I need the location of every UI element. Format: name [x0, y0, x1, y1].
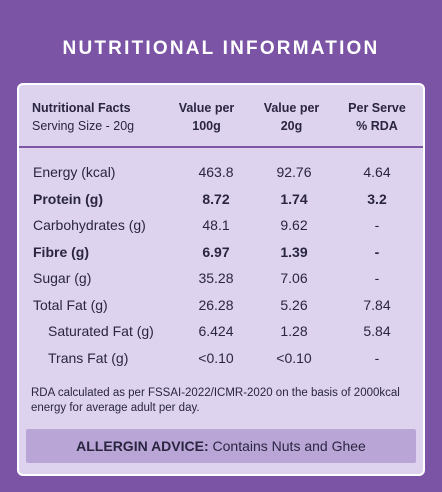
value-per-100g: 8.72	[202, 190, 230, 207]
table-row: Carbohydrates (g) 48.1 9.62 -	[19, 217, 423, 244]
header-value-per-100g: Value per 100g	[169, 99, 244, 135]
nutrient-name: Sugar (g)	[33, 270, 92, 286]
nutrition-table-card: Nutritional Facts Serving Size - 20g Val…	[17, 83, 425, 476]
header-nutritional-facts: Nutritional Facts Serving Size - 20g	[32, 99, 134, 135]
table-row: Fibre (g) 6.97 1.39 -	[19, 244, 423, 271]
rda-percent: -	[374, 217, 380, 233]
allergen-advice: ALLERGIN ADVICE: Contains Nuts and Ghee	[26, 429, 416, 463]
header-col2-line1: Value per	[178, 101, 235, 115]
rda-percent: 3.2	[367, 190, 387, 207]
header-col4-line1: Per Serve	[348, 101, 406, 115]
header-col1-line2: Serving Size - 20g	[32, 119, 135, 133]
value-per-100g: 6.424	[198, 323, 234, 339]
value-per-100g: 48.1	[202, 217, 230, 233]
rda-percent: 4.64	[363, 164, 391, 180]
nutrient-name: Fibre (g)	[33, 243, 89, 260]
value-per-20g: 9.62	[280, 217, 308, 233]
rda-percent: 7.84	[363, 296, 391, 313]
page-title: NUTRITIONAL INFORMATION	[62, 38, 380, 59]
nutrient-name: Saturated Fat (g)	[48, 323, 154, 339]
value-per-20g: 7.06	[280, 270, 308, 286]
table-row: Trans Fat (g) <0.10 <0.10 -	[19, 350, 423, 377]
header-col4-line2: % RDA	[356, 119, 398, 133]
nutrient-name: Total Fat (g)	[33, 296, 108, 313]
header-col3-line1: Value per	[263, 101, 320, 115]
table-row: Sugar (g) 35.28 7.06 -	[19, 270, 423, 297]
rda-percent: -	[374, 243, 380, 260]
nutrition-rows: Energy (kcal) 463.8 92.76 4.64 Protein (g) 8.…	[19, 164, 423, 376]
header-value-per-20g: Value per 20g	[254, 99, 329, 135]
table-row: Total Fat (g) 26.28 5.26 7.84	[19, 297, 423, 324]
value-per-100g: 26.28	[198, 296, 234, 313]
table-row: Protein (g) 8.72 1.74 3.2	[19, 191, 423, 218]
value-per-100g: 35.28	[198, 270, 234, 286]
header-col2-line2: 100g	[192, 119, 221, 133]
value-per-20g: 5.26	[280, 296, 308, 313]
rda-note: RDA calculated as per FSSAI-2022/ICMR-20…	[31, 387, 400, 414]
table-header: Nutritional Facts Serving Size - 20g Val…	[19, 85, 423, 148]
value-per-20g: 1.28	[280, 323, 308, 339]
value-per-20g: 92.76	[276, 164, 312, 180]
allergen-label: ALLERGIN ADVICE:	[76, 438, 209, 454]
table-row: Energy (kcal) 463.8 92.76 4.64	[19, 164, 423, 191]
rda-percent: 5.84	[363, 323, 391, 339]
value-per-20g: <0.10	[276, 349, 312, 366]
nutrient-name: Trans Fat (g)	[48, 349, 129, 366]
value-per-20g: 1.74	[280, 190, 308, 207]
value-per-100g: 6.97	[202, 243, 230, 260]
rda-percent: -	[374, 349, 380, 366]
value-per-100g: 463.8	[198, 164, 234, 180]
nutrient-name: Energy (kcal)	[33, 164, 116, 180]
rda-percent: -	[374, 270, 380, 286]
value-per-100g: <0.10	[198, 349, 234, 366]
nutrient-name: Protein (g)	[33, 190, 103, 207]
header-rda: Per Serve % RDA	[337, 99, 417, 135]
nutrient-name: Carbohydrates (g)	[33, 217, 146, 233]
allergen-text: Contains Nuts and Ghee	[212, 438, 366, 454]
header-col1-line1: Nutritional Facts	[32, 101, 131, 115]
header-col3-line2: 20g	[280, 119, 303, 133]
table-row: Saturated Fat (g) 6.424 1.28 5.84	[19, 323, 423, 350]
value-per-20g: 1.39	[280, 243, 308, 260]
